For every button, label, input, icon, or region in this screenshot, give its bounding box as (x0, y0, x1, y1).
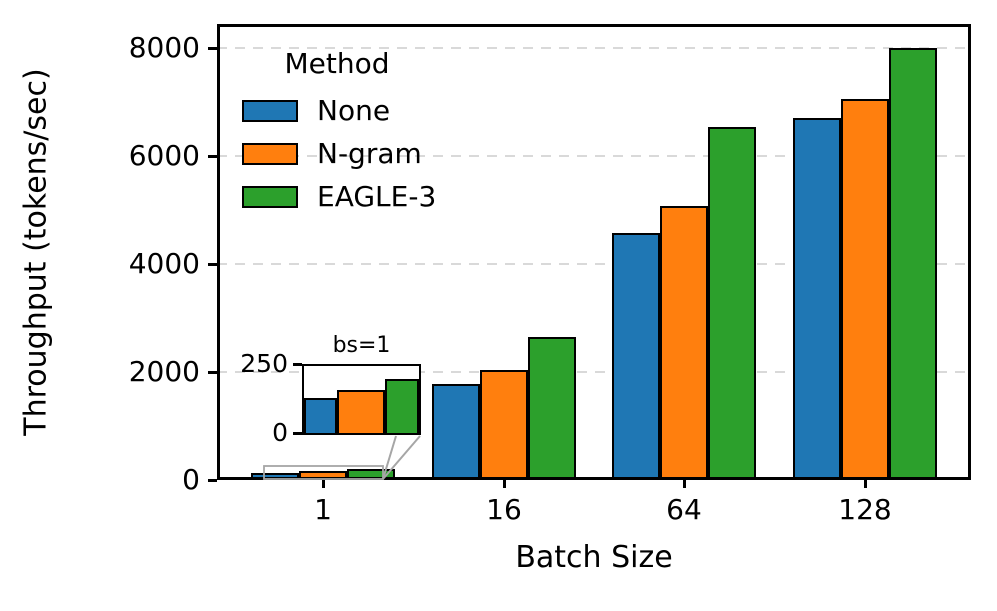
inset-title: bs=1 (332, 333, 391, 358)
y-tick-label: 8000 (128, 31, 200, 64)
bar-n-gram-bs16 (480, 370, 528, 480)
x-tick (502, 479, 506, 488)
bar-eagle-3-bs16 (528, 337, 576, 480)
y-tick-label: 6000 (128, 139, 200, 172)
inset-y-tick-label: 250 (240, 349, 288, 378)
y-tick (208, 262, 217, 266)
legend-item-eagle-3: EAGLE-3 (242, 180, 437, 213)
inset-y-tick-label: 0 (272, 418, 288, 447)
bar-none-bs64 (612, 233, 660, 480)
y-tick (208, 370, 217, 374)
inset-bar-none (304, 398, 337, 433)
x-tick (682, 479, 686, 488)
bar-eagle-3-bs128 (889, 48, 937, 480)
inset-bars (304, 366, 419, 433)
legend-title: Method (284, 47, 390, 80)
bar-none-bs128 (793, 118, 841, 480)
y-tick-label: 0 (182, 463, 200, 496)
y-tick (208, 154, 217, 158)
y-tick-label: 2000 (128, 355, 200, 388)
bar-n-gram-bs128 (841, 99, 889, 480)
gridline (217, 155, 971, 157)
gridline (217, 371, 971, 373)
inset-bar-n-gram (337, 390, 385, 433)
bar-n-gram-bs64 (660, 206, 708, 480)
y-tick (208, 46, 217, 50)
bar-none-bs1 (251, 473, 299, 480)
legend-item-none: None (242, 94, 436, 127)
x-tick-label: 1 (314, 493, 332, 526)
legend-swatch-n-gram (242, 143, 298, 165)
y-tick (208, 478, 217, 482)
x-axis-label: Batch Size (515, 540, 673, 575)
gridline (217, 263, 971, 265)
legend: Method None N-gram EAGLE-3 (242, 47, 437, 213)
inset-y-tick (293, 431, 302, 435)
legend-label: N-gram (317, 137, 422, 170)
y-tick-label: 4000 (128, 247, 200, 280)
x-tick (321, 479, 325, 488)
bar-eagle-3-bs64 (708, 127, 756, 480)
x-tick (863, 479, 867, 488)
bar-eagle-3-bs1 (347, 469, 395, 480)
inset-chart (302, 364, 421, 435)
x-tick-label: 128 (838, 493, 892, 526)
inset-bar-eagle-3 (385, 379, 419, 433)
x-tick-label: 64 (666, 493, 702, 526)
plot-area (217, 24, 971, 480)
bar-none-bs16 (432, 384, 480, 480)
legend-label: EAGLE-3 (317, 180, 437, 213)
legend-swatch-none (242, 100, 298, 122)
legend-swatch-eagle-3 (242, 186, 298, 208)
legend-label: None (317, 94, 391, 127)
legend-item-n-gram: N-gram (242, 137, 436, 170)
gridline (217, 47, 971, 49)
x-tick-label: 16 (486, 493, 522, 526)
inset-y-tick (293, 362, 302, 366)
